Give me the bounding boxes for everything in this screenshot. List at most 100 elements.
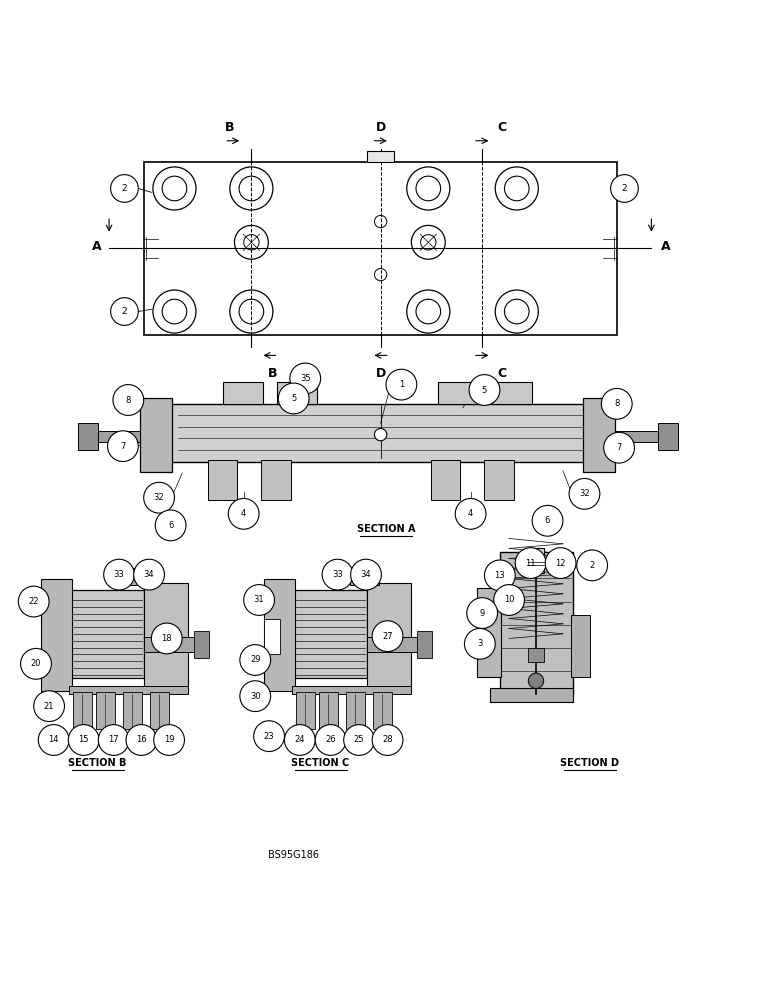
Circle shape [134,559,164,590]
Bar [292,686,411,694]
Bar [490,688,573,702]
Text: 11: 11 [526,559,536,568]
Text: 30: 30 [250,692,260,701]
Bar [293,590,367,678]
Text: 2: 2 [122,184,127,193]
Bar [319,692,338,729]
Text: C: C [498,121,506,134]
Circle shape [601,388,632,419]
Text: 33: 33 [113,570,124,579]
Bar [583,398,615,472]
Circle shape [485,560,515,591]
Text: 32: 32 [154,493,164,502]
Bar [431,460,460,500]
Bar [438,382,479,404]
Bar [296,692,315,729]
Circle shape [21,648,52,679]
Circle shape [569,478,600,509]
Circle shape [386,369,417,400]
Circle shape [19,586,49,617]
Text: 12: 12 [555,559,566,568]
Text: 31: 31 [254,595,264,604]
Bar [277,382,317,404]
Bar [96,692,115,729]
Text: A: A [662,240,671,253]
Bar [73,692,92,729]
Text: 6: 6 [168,521,173,530]
Text: 34: 34 [361,570,371,579]
Bar [78,431,140,442]
Circle shape [254,721,284,752]
Circle shape [611,175,638,202]
Bar [171,404,609,462]
Text: BS95G186: BS95G186 [268,850,319,860]
Circle shape [372,621,403,652]
Text: 4: 4 [468,509,473,518]
Text: B: B [225,121,235,134]
Circle shape [469,375,499,405]
Text: 32: 32 [579,489,590,498]
Bar [367,637,422,652]
Bar [70,590,144,678]
Text: B: B [268,367,278,380]
Text: SECTION D: SECTION D [560,758,619,768]
Bar [477,588,501,677]
Bar [78,423,97,450]
Text: 1: 1 [399,380,404,389]
Circle shape [279,383,309,414]
Text: 15: 15 [79,735,89,744]
Text: 21: 21 [44,702,54,711]
Text: 2: 2 [590,561,594,570]
Bar [150,692,169,729]
Text: SECTION C: SECTION C [292,758,350,768]
Bar [265,619,279,654]
Circle shape [229,498,259,529]
Text: C: C [498,367,506,380]
Text: 25: 25 [354,735,364,744]
Text: 6: 6 [545,516,550,525]
Circle shape [344,725,374,755]
Circle shape [372,725,403,755]
Text: 10: 10 [504,595,514,604]
Text: 13: 13 [495,571,505,580]
Circle shape [604,432,635,463]
Circle shape [107,431,138,462]
Circle shape [244,585,275,615]
Bar [127,568,156,585]
Circle shape [39,725,69,755]
Bar [123,692,142,729]
Circle shape [98,725,129,755]
Circle shape [315,725,346,755]
Text: 20: 20 [31,659,41,668]
Text: 7: 7 [616,443,621,452]
Bar [417,631,432,658]
Circle shape [110,298,138,325]
Bar [144,162,617,335]
Bar [659,423,678,450]
Circle shape [528,673,543,688]
Bar [42,579,72,691]
Bar [262,460,290,500]
Circle shape [465,628,495,659]
Bar [527,548,544,573]
Circle shape [515,548,546,578]
Circle shape [155,510,186,541]
Text: 27: 27 [382,632,393,641]
Text: 19: 19 [164,735,174,744]
Bar [223,382,263,404]
Bar [144,583,188,691]
Bar [265,579,295,691]
Text: 5: 5 [291,394,296,403]
Bar [350,568,379,585]
Circle shape [151,623,182,654]
Text: 8: 8 [126,396,131,405]
Text: D: D [375,121,386,134]
Circle shape [154,725,185,755]
Circle shape [68,725,99,755]
Text: 29: 29 [250,655,260,664]
Bar [69,686,188,694]
Circle shape [493,585,524,615]
Text: 16: 16 [136,735,147,744]
Text: D: D [375,367,386,380]
Text: 35: 35 [300,374,310,383]
